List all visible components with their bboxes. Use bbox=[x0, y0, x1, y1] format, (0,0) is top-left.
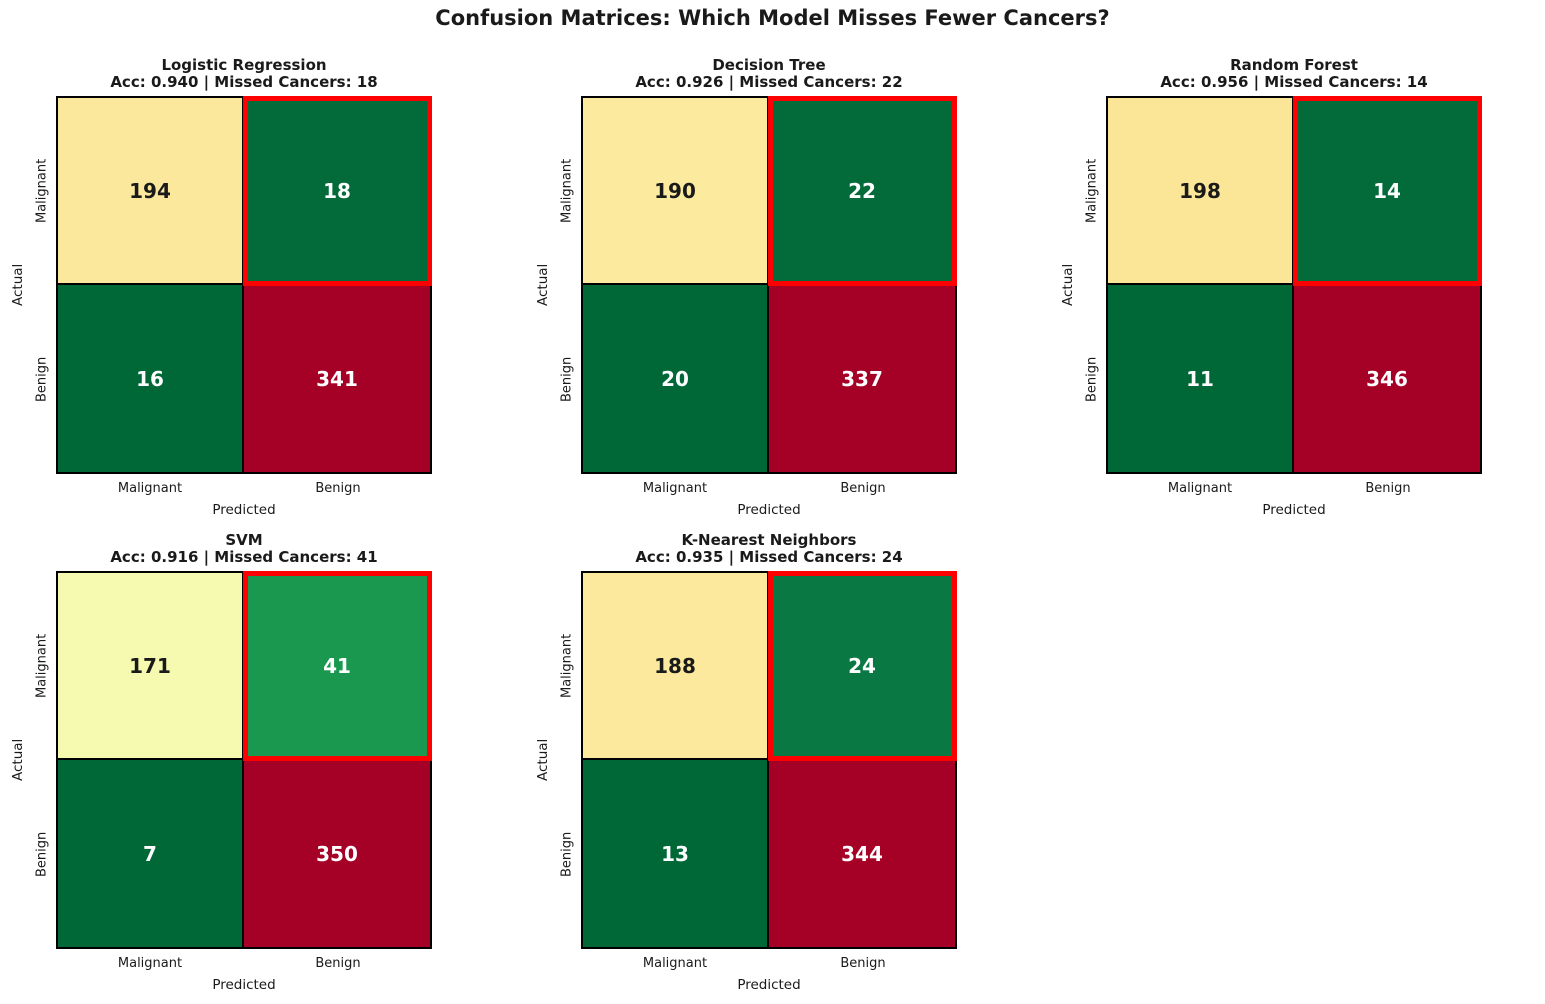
cell-false-positive: 16 bbox=[58, 285, 244, 472]
subplot-title: Random Forest Acc: 0.956 | Missed Cancer… bbox=[1160, 57, 1427, 91]
y-axis-label: Actual bbox=[1060, 263, 1076, 307]
x-axis-label: Predicted bbox=[212, 502, 276, 518]
y-tick-malignant: Malignant bbox=[559, 158, 575, 223]
y-tick-malignant: Malignant bbox=[34, 158, 50, 223]
model-stats: Acc: 0.916 | Missed Cancers: 41 bbox=[110, 548, 378, 566]
cell-true-negative: 350 bbox=[244, 760, 430, 947]
x-tick-malignant: Malignant bbox=[642, 956, 708, 971]
y-axis-label: Actual bbox=[10, 263, 26, 307]
model-stats: Acc: 0.926 | Missed Cancers: 22 bbox=[635, 73, 903, 91]
confusion-matrix: 188 24 13 344 bbox=[581, 571, 957, 949]
cell-false-negative: 22 bbox=[769, 98, 955, 285]
model-stats: Acc: 0.956 | Missed Cancers: 14 bbox=[1160, 73, 1428, 91]
cell-false-positive: 20 bbox=[583, 285, 769, 472]
x-tick-benign: Benign bbox=[1365, 481, 1411, 496]
cell-false-negative: 14 bbox=[1294, 98, 1480, 285]
cell-true-positive: 188 bbox=[583, 573, 769, 760]
model-name: Random Forest bbox=[1230, 56, 1358, 74]
x-axis-label: Predicted bbox=[1262, 502, 1326, 518]
model-name: Logistic Regression bbox=[161, 56, 327, 74]
x-tick-malignant: Malignant bbox=[117, 481, 183, 496]
model-name: Decision Tree bbox=[712, 56, 826, 74]
x-tick-benign: Benign bbox=[840, 481, 886, 496]
cell-true-positive: 171 bbox=[58, 573, 244, 760]
x-tick-benign: Benign bbox=[840, 956, 886, 971]
y-tick-malignant: Malignant bbox=[1084, 158, 1100, 223]
model-name: SVM bbox=[225, 531, 263, 549]
cell-true-positive: 198 bbox=[1108, 98, 1294, 285]
cell-false-positive: 7 bbox=[58, 760, 244, 947]
subplot-title: K-Nearest Neighbors Acc: 0.935 | Missed … bbox=[635, 532, 902, 566]
x-axis-label: Predicted bbox=[737, 977, 801, 993]
y-axis-label: Actual bbox=[10, 738, 26, 782]
cell-true-positive: 194 bbox=[58, 98, 244, 285]
x-tick-malignant: Malignant bbox=[117, 956, 183, 971]
subplot-svm: SVM Acc: 0.916 | Missed Cancers: 41 Actu… bbox=[10, 532, 432, 993]
confusion-matrix: 194 18 16 341 bbox=[56, 96, 432, 474]
x-tick-malignant: Malignant bbox=[642, 481, 708, 496]
y-axis-label: Actual bbox=[535, 263, 551, 307]
y-tick-benign: Benign bbox=[34, 356, 50, 403]
cell-true-negative: 341 bbox=[244, 285, 430, 472]
x-axis-label: Predicted bbox=[737, 502, 801, 518]
subplot-logistic-regression: Logistic Regression Acc: 0.940 | Missed … bbox=[10, 57, 432, 518]
model-name: K-Nearest Neighbors bbox=[681, 531, 857, 549]
x-tick-malignant: Malignant bbox=[1167, 481, 1233, 496]
figure-title: Confusion Matrices: Which Model Misses F… bbox=[435, 6, 1110, 30]
y-tick-malignant: Malignant bbox=[559, 633, 575, 698]
subplot-title: Logistic Regression Acc: 0.940 | Missed … bbox=[110, 57, 377, 91]
model-stats: Acc: 0.935 | Missed Cancers: 24 bbox=[635, 548, 903, 566]
y-tick-benign: Benign bbox=[34, 831, 50, 878]
cell-true-negative: 346 bbox=[1294, 285, 1480, 472]
cell-true-negative: 344 bbox=[769, 760, 955, 947]
y-tick-benign: Benign bbox=[559, 356, 575, 403]
confusion-matrix: 190 22 20 337 bbox=[581, 96, 957, 474]
confusion-matrix: 198 14 11 346 bbox=[1106, 96, 1482, 474]
confusion-matrix: 171 41 7 350 bbox=[56, 571, 432, 949]
x-tick-benign: Benign bbox=[315, 956, 361, 971]
y-tick-malignant: Malignant bbox=[34, 633, 50, 698]
cell-false-negative: 24 bbox=[769, 573, 955, 760]
subplot-random-forest: Random Forest Acc: 0.956 | Missed Cancer… bbox=[1060, 57, 1482, 518]
x-axis-label: Predicted bbox=[212, 977, 276, 993]
subplot-k-nearest-neighbors: K-Nearest Neighbors Acc: 0.935 | Missed … bbox=[535, 532, 957, 993]
y-tick-benign: Benign bbox=[1084, 356, 1100, 403]
subplot-title: Decision Tree Acc: 0.926 | Missed Cancer… bbox=[635, 57, 902, 91]
cell-true-negative: 337 bbox=[769, 285, 955, 472]
cell-false-positive: 13 bbox=[583, 760, 769, 947]
subplot-decision-tree: Decision Tree Acc: 0.926 | Missed Cancer… bbox=[535, 57, 957, 518]
y-axis-label: Actual bbox=[535, 738, 551, 782]
cell-false-negative: 41 bbox=[244, 573, 430, 760]
cell-false-positive: 11 bbox=[1108, 285, 1294, 472]
subplot-title: SVM Acc: 0.916 | Missed Cancers: 41 bbox=[110, 532, 377, 566]
y-tick-benign: Benign bbox=[559, 831, 575, 878]
x-tick-benign: Benign bbox=[315, 481, 361, 496]
model-stats: Acc: 0.940 | Missed Cancers: 18 bbox=[110, 73, 378, 91]
cell-true-positive: 190 bbox=[583, 98, 769, 285]
cell-false-negative: 18 bbox=[244, 98, 430, 285]
